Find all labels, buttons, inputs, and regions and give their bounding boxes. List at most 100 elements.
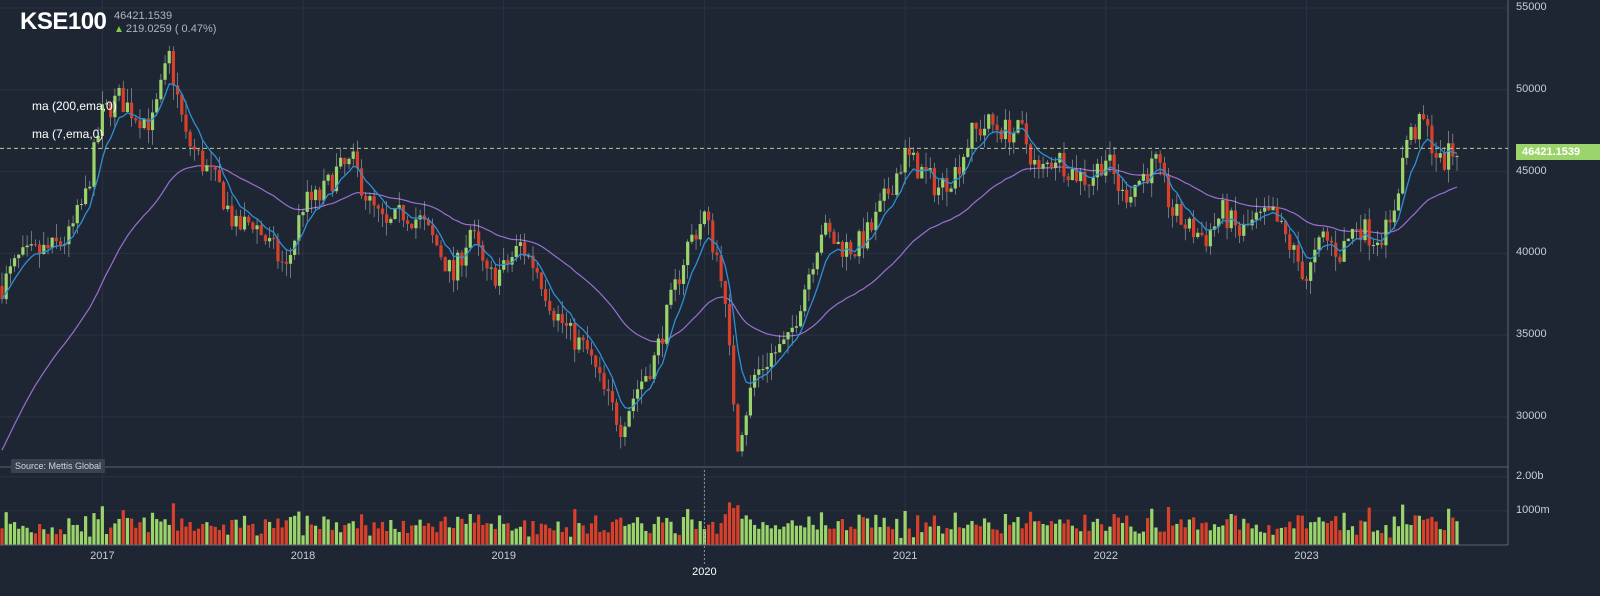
volume-bar-down [924, 522, 928, 545]
candle-up [1095, 163, 1100, 178]
volume-bar-up [1342, 512, 1346, 545]
candle-up [669, 289, 673, 305]
volume-bar-up [623, 525, 627, 545]
candle-up [1137, 180, 1141, 185]
volume-bar-down [1304, 528, 1309, 545]
price-tick-label: 35000 [1516, 328, 1547, 341]
candle-down [594, 355, 598, 368]
volume-bar-up [518, 526, 523, 545]
ma7-label[interactable]: ma (7,ema,0) [32, 127, 104, 141]
volume-bar-up [790, 520, 794, 545]
volume-bar-down [251, 523, 255, 545]
candle-up [92, 142, 96, 187]
candle-down [991, 114, 995, 125]
volume-bar-down [849, 526, 853, 545]
candle-down [610, 391, 615, 403]
ma200-label[interactable]: ma (200,ema,0) [32, 99, 117, 113]
candle-down [1434, 153, 1438, 158]
volume-bar-up [652, 524, 656, 545]
volume-bar-down [1037, 521, 1041, 545]
volume-bar-down [706, 524, 711, 545]
candle-down [581, 337, 585, 341]
candle-down [506, 260, 510, 265]
candle-down [1426, 118, 1430, 126]
candle-up [347, 158, 351, 165]
candle-up [899, 172, 903, 174]
candle-up [673, 279, 677, 290]
volume-bar-down [619, 517, 623, 545]
volume-bar-down [238, 527, 242, 545]
candle-up [740, 435, 744, 452]
candle-down [309, 191, 313, 201]
volume-bar-down [171, 503, 176, 545]
candle-up [1447, 143, 1451, 170]
candle-down [263, 235, 268, 242]
volume-bar-down [732, 508, 736, 545]
candle-up [794, 326, 798, 328]
candle-up [313, 189, 318, 201]
volume-bar-down [535, 534, 539, 545]
candle-down [410, 223, 414, 229]
volume-bar-up [895, 518, 899, 545]
volume-bar-up [690, 519, 694, 545]
volume-bar-up [17, 528, 21, 545]
volume-bar-down [134, 527, 138, 545]
volume-bar-up [301, 535, 305, 545]
volume-bar-down [405, 533, 410, 545]
candle-up [75, 205, 79, 224]
candle-up [1342, 240, 1346, 262]
volume-tick-label: 2.00b [1516, 469, 1544, 482]
candle-down [1171, 207, 1175, 216]
candle-up [305, 191, 309, 212]
candle-up [640, 381, 644, 390]
candle-up [1409, 127, 1413, 140]
volume-bar-down [472, 522, 477, 545]
candle-down [602, 373, 606, 389]
candle-down [1338, 256, 1342, 262]
volume-bar-down [1020, 528, 1024, 545]
candle-down [217, 169, 222, 183]
candle-down [1388, 219, 1392, 223]
volume-bar-up [1003, 513, 1008, 545]
volume-bar-up [1346, 530, 1350, 545]
volume-bar-down [309, 524, 313, 545]
candle-up [447, 260, 451, 272]
volume-bar-down [38, 524, 42, 545]
candle-down [1028, 144, 1033, 165]
candle-down [1037, 159, 1041, 169]
volume-bar-up [874, 514, 878, 545]
volume-bar-down [1179, 519, 1183, 545]
volume-bar-up [514, 528, 518, 545]
volume-bar-down [1028, 511, 1033, 545]
candle-down [472, 229, 477, 232]
volume-bar-down [410, 525, 414, 545]
volume-bar-down [355, 528, 359, 545]
volume-bar-down [1288, 521, 1292, 545]
volume-bar-up [255, 535, 259, 545]
volume-bar-down [1233, 515, 1238, 545]
candle-up [464, 247, 468, 266]
candle-down [694, 234, 698, 240]
volume-bar-up [305, 515, 309, 545]
volume-bar-down [259, 533, 263, 545]
volume-bar-down [493, 528, 497, 545]
volume-bar-down [130, 518, 134, 545]
candle-down [1421, 114, 1426, 119]
candle-up [1401, 157, 1405, 194]
volume-bar-up [782, 526, 786, 545]
volume-bar-up [1175, 523, 1179, 545]
candle-up [1384, 219, 1388, 246]
candle-down [1204, 235, 1208, 247]
volume-bar-down [1380, 532, 1384, 545]
candle-down [171, 50, 176, 86]
volume-bar-down [1421, 519, 1426, 545]
candle-down [1237, 225, 1242, 236]
volume-bar-down [999, 533, 1003, 545]
candle-up [456, 252, 460, 281]
candle-down [343, 157, 347, 165]
candle-up [468, 229, 472, 248]
candle-down [531, 255, 535, 268]
candle-up [819, 234, 824, 253]
volume-bar-down [1246, 523, 1250, 545]
